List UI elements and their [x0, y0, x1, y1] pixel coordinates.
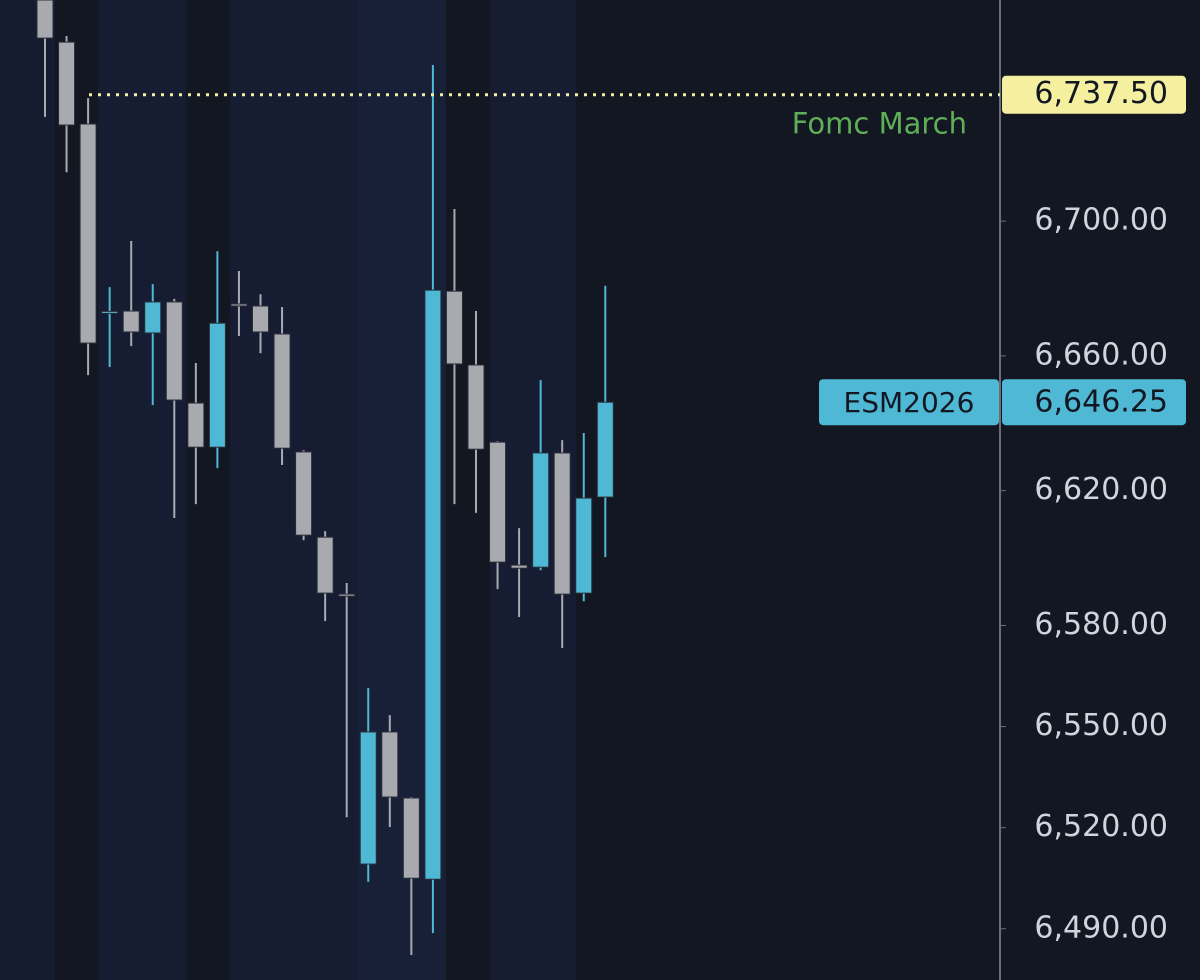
candle-body [208, 322, 226, 448]
candle-body [36, 0, 54, 39]
candle-body [467, 364, 485, 450]
y-tick-label: 6,620.00 [1034, 472, 1168, 507]
last-price-box [1002, 379, 1186, 426]
session-band [0, 0, 55, 980]
candle-body [316, 536, 334, 594]
candle-body [445, 290, 463, 365]
candle-body [596, 401, 614, 498]
last-price-label: 6,646.25 [1034, 385, 1168, 420]
y-tick-label: 6,700.00 [1034, 203, 1168, 238]
candle-body [230, 303, 248, 307]
candle-body [424, 289, 442, 880]
candle-body [381, 731, 399, 798]
candle-body [295, 451, 313, 536]
candle-body [122, 310, 140, 333]
y-tick-label: 6,550.00 [1034, 708, 1168, 743]
candle-body [101, 310, 119, 314]
level-name: Fomc March [792, 107, 967, 141]
series-name-box [819, 379, 999, 426]
candle-body [402, 797, 420, 879]
candle-body [79, 123, 97, 344]
series-name: ESM2026 [844, 386, 975, 419]
session-band [230, 0, 358, 980]
y-tick-label: 6,660.00 [1034, 337, 1168, 372]
level-label-box [1002, 75, 1186, 114]
candle-body [273, 333, 291, 449]
session-band [98, 0, 186, 980]
candle-body [575, 497, 593, 594]
candle-body [338, 593, 356, 597]
candle-body [187, 402, 205, 448]
candle-body [144, 301, 162, 334]
candle-body [58, 41, 76, 126]
y-tick-label: 6,580.00 [1034, 607, 1168, 642]
y-tick-label: 6,490.00 [1034, 910, 1168, 945]
candle-body [510, 564, 528, 569]
y-tick-label: 6,520.00 [1034, 809, 1168, 844]
candle-body [165, 301, 183, 401]
candle-body [489, 441, 507, 563]
candle-body [252, 305, 269, 333]
candle-body [553, 452, 571, 595]
candle-body [359, 731, 377, 865]
candle-body [532, 452, 550, 568]
level-label: 6,737.50 [1034, 76, 1168, 111]
